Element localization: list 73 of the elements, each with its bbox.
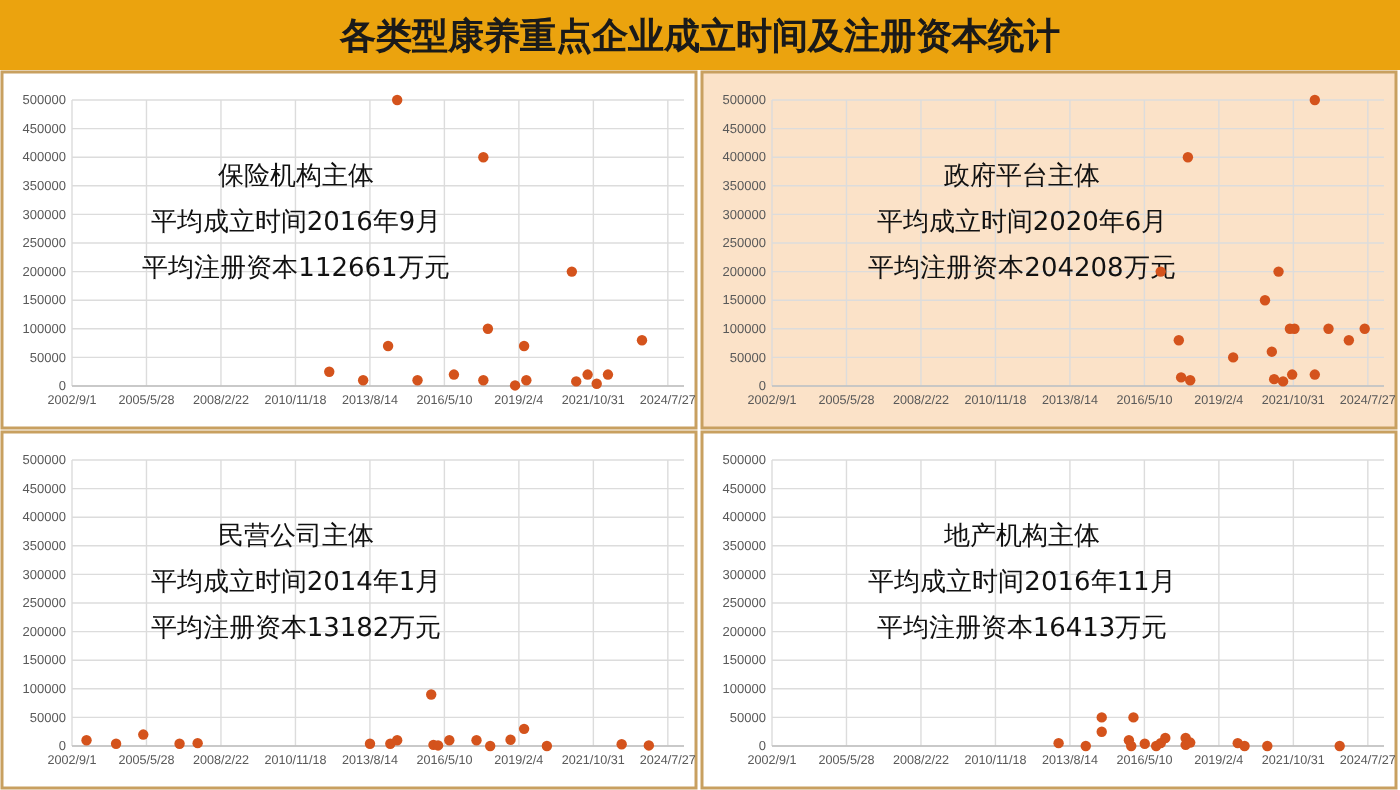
point [1160,732,1171,744]
point [448,369,460,380]
point [521,375,532,386]
point [357,375,369,386]
chart-title: 各类型康养重点企业成立时间及注册资本统计 [338,15,1060,58]
point [1268,373,1280,385]
point [324,366,335,377]
point [1309,369,1321,380]
point [478,375,489,386]
point [81,735,92,746]
point [518,723,530,735]
point [444,735,455,746]
point [1128,712,1139,723]
annotation: 平均成立时间2016年9月 [150,206,442,238]
point [616,739,627,750]
point [412,375,423,386]
point [1359,323,1370,334]
point [1080,740,1091,752]
point [174,738,185,749]
point [1259,295,1271,306]
point [1266,346,1278,357]
point [192,737,203,749]
point [1323,323,1334,334]
point [391,94,403,106]
point [1182,152,1194,163]
point [1096,726,1107,737]
annotation: 地产机构主体 [942,520,1100,552]
annotation: 民营公司主体 [218,520,374,552]
annotation: 平均注册资本16413万元 [876,614,1168,644]
point [582,369,593,380]
point [1343,335,1355,346]
annotation: 平均注册资本13182万元 [150,614,442,644]
annotation: 保险机构主体 [218,160,374,192]
annotation: 平均注册资本112661万元 [142,254,450,284]
point [1139,738,1150,749]
annotation: 平均成立时间2014年1月 [150,566,442,598]
point [591,378,602,389]
point [1126,740,1137,752]
point [1309,94,1321,106]
point [382,340,394,352]
point [566,266,578,277]
point [518,340,530,352]
point [1286,369,1298,380]
point [505,734,516,745]
point [426,689,437,700]
point [364,738,376,749]
point [1185,375,1196,386]
annotation: 政府平台主体 [944,160,1100,192]
annotation: 平均成立时间2020年6月 [876,206,1168,238]
point [471,735,482,746]
point [509,380,521,391]
point [602,369,614,380]
point [1273,266,1284,277]
point [138,729,149,740]
point [571,376,582,387]
point [110,738,122,749]
point [1227,352,1239,363]
point [478,152,489,163]
point [1175,372,1187,383]
point [643,740,655,751]
annotation: 平均成立时间2016年11月 [868,566,1176,598]
point [1277,376,1289,387]
point [482,323,494,334]
point [1262,740,1273,752]
point [1053,737,1064,749]
point [636,335,648,346]
point [485,740,496,752]
point [1173,335,1185,346]
point [1334,740,1345,752]
point [541,740,553,752]
point [1096,712,1107,723]
point [1239,740,1250,752]
point [391,735,403,746]
